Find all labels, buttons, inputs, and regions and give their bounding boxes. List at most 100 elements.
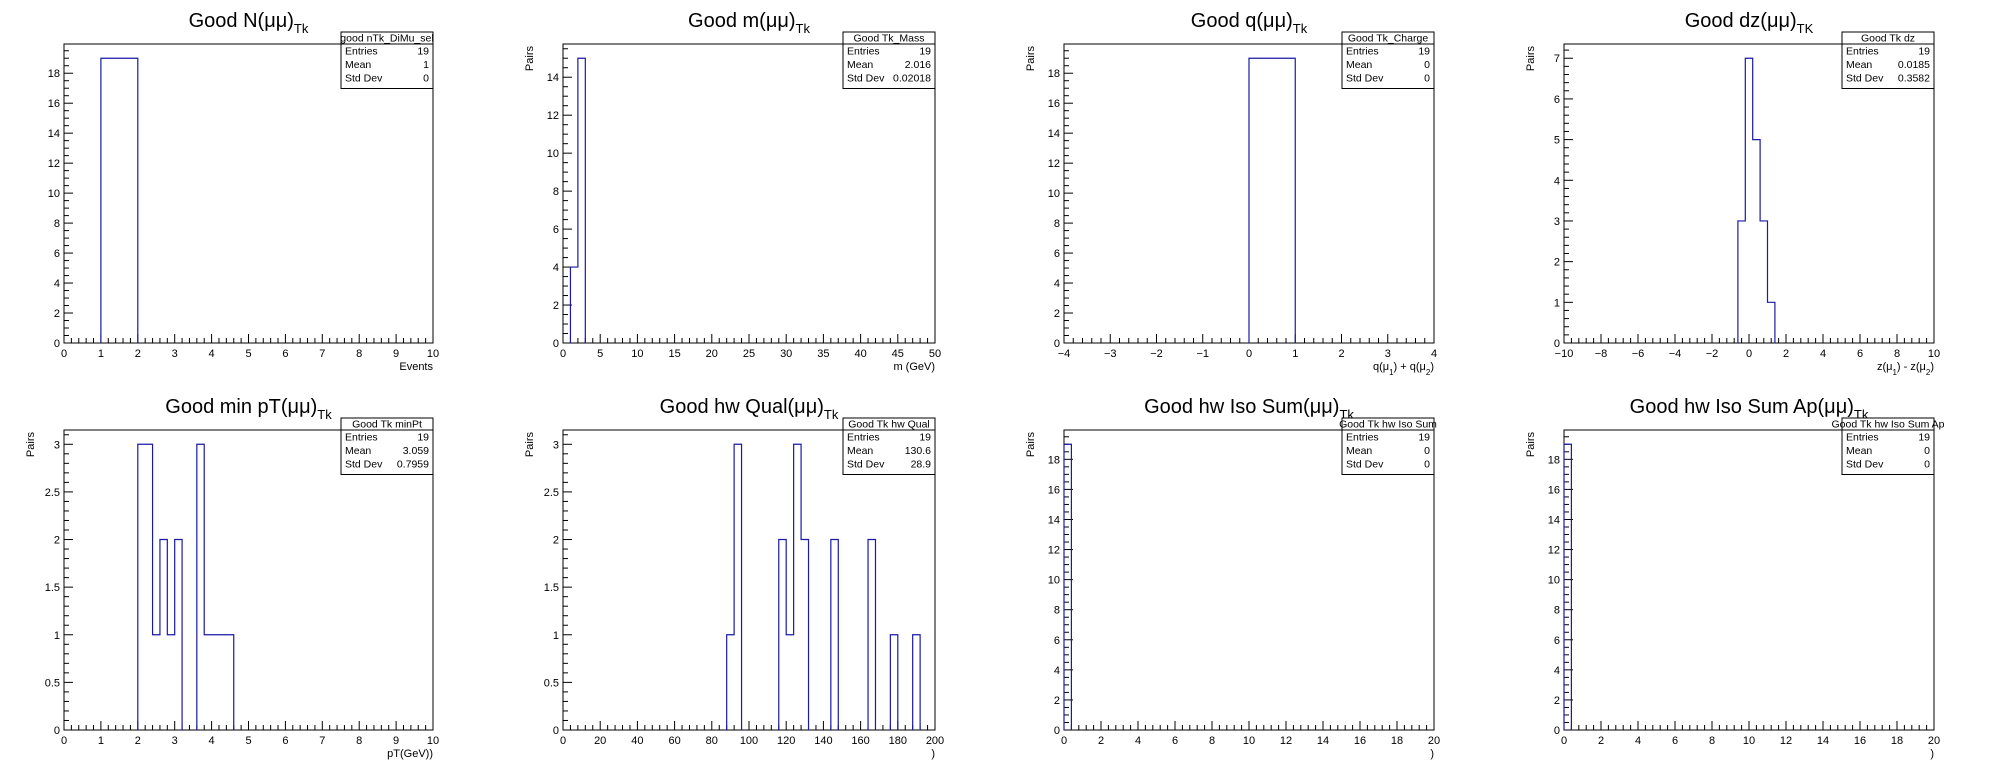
x-tick-label: 25 [743,348,755,360]
y-tick-label: 18 [1048,68,1060,80]
y-tick-label: 7 [1554,53,1560,65]
y-tick-label: 4 [54,278,60,290]
histogram-bin [1064,444,1071,730]
histogram-outline [1248,57,1296,343]
y-axis-label: Pairs [25,432,37,458]
stats-label: Std Dev [345,73,383,85]
stats-value: 0.3582 [1898,73,1930,85]
stats-value: 3.059 [403,445,429,457]
x-tick-label: 9 [393,348,399,360]
stats-value: 0 [1924,445,1930,457]
y-axis-label: Pairs [524,432,536,458]
x-axis-label: m (GeV) [893,361,935,373]
x-tick-label: 8 [356,735,362,747]
panel-title: Good m(μμ)Tk [688,10,810,36]
stats-label: Entries [345,432,378,444]
x-tick-label: 20 [594,735,606,747]
histogram-bin [160,540,167,730]
stats-value: 130.6 [905,445,931,457]
y-tick-label: 0 [1054,338,1060,350]
stats-value: 19 [417,46,429,58]
stats-box-name: Good Tk_Charge [1348,33,1429,45]
stats-value: 28.9 [911,459,932,471]
x-tick-label: 16 [1354,735,1366,747]
histogram-bin [779,540,786,730]
y-tick-label: 14 [1548,514,1560,526]
x-tick-label: −1 [1196,348,1209,360]
x-tick-label: 10 [1928,348,1940,360]
x-tick-label: 0 [61,735,67,747]
stats-label: Mean [847,59,873,71]
x-tick-label: 12 [1280,735,1292,747]
histogram-outline [726,443,921,730]
histogram-bin [1768,302,1775,343]
stats-label: Mean [847,445,873,457]
stats-label: Entries [1846,46,1879,58]
panel-title: Good N(μμ)Tk [189,10,309,36]
y-axis-label: Pairs [1025,432,1037,458]
x-tick-label: 0 [1061,735,1067,747]
x-tick-label: 3 [172,348,178,360]
y-tick-label: 12 [547,110,559,122]
stats-value: 19 [1418,46,1430,58]
y-tick-label: 12 [48,158,60,170]
stats-box-name: Good Tk hw Iso Sum Ap [1831,419,1944,431]
y-tick-label: 14 [547,72,559,84]
histogram-bin [578,58,585,343]
x-tick-label: 20 [706,348,718,360]
x-axis-label: ) [1930,748,1934,760]
x-tick-label: 6 [1857,348,1863,360]
stats-value: 0 [1924,459,1930,471]
y-tick-label: 2.5 [45,487,60,499]
y-tick-label: 2.5 [544,487,559,499]
x-tick-label: 20 [1928,735,1940,747]
x-tick-label: 8 [1894,348,1900,360]
histogram-bin [1738,221,1745,343]
stats-value: 0 [1424,445,1430,457]
histogram-panel-6: Good hw Qual(μμ)Tk0 20 40 60 80 100 120 140 160 1… [524,396,944,760]
stats-label: Mean [345,59,371,71]
stats-box-name: Good Tk_Mass [853,33,924,45]
panel-title: Good min pT(μμ)Tk [165,396,332,422]
x-tick-label: 1 [98,735,104,747]
histogram-panel-4: Good dz(μμ)TK −10 −8 −6 −4 −2 0 2 4 6 8 10 0 1 2 3 4 5 6 7 z… [1525,10,1940,377]
y-tick-label: 1 [553,630,559,642]
y-tick-label: 6 [1554,635,1560,647]
y-tick-label: 4 [553,262,559,274]
y-tick-label: 6 [1554,94,1560,106]
y-tick-label: 6 [1054,248,1060,260]
stats-value: 19 [1918,432,1930,444]
y-tick-label: 16 [1048,98,1060,110]
x-tick-label: 50 [929,348,941,360]
y-tick-label: 2 [1054,308,1060,320]
y-tick-label: 0.5 [544,677,559,689]
histogram-bin [204,635,234,730]
histogram-panel-8: Good hw Iso Sum Ap(μμ)Tk0 2 4 6 8 10 12 14 16 18 2… [1525,396,1945,760]
stats-label: Entries [345,46,378,58]
x-tick-label: 6 [282,735,288,747]
stats-label: Std Dev [1346,459,1384,471]
y-tick-label: 0 [1554,725,1560,737]
y-tick-label: 2 [54,308,60,320]
x-tick-label: 180 [889,735,907,747]
y-tick-label: 8 [553,186,559,198]
x-tick-label: 5 [597,348,603,360]
histogram-bin [727,635,734,730]
histogram-outline [1737,57,1776,343]
x-tick-label: 4 [1431,348,1437,360]
x-tick-label: 16 [1854,735,1866,747]
x-tick-label: 5 [245,735,251,747]
stats-value: 1 [423,59,429,71]
histogram-bin [890,635,897,730]
stats-label: Entries [847,46,880,58]
x-tick-label: 8 [1709,735,1715,747]
stats-value: 0 [423,73,429,85]
x-tick-label: 12 [1780,735,1792,747]
stats-box-frame [1841,31,1935,89]
x-tick-label: 7 [319,348,325,360]
stats-box-frame [340,417,434,475]
